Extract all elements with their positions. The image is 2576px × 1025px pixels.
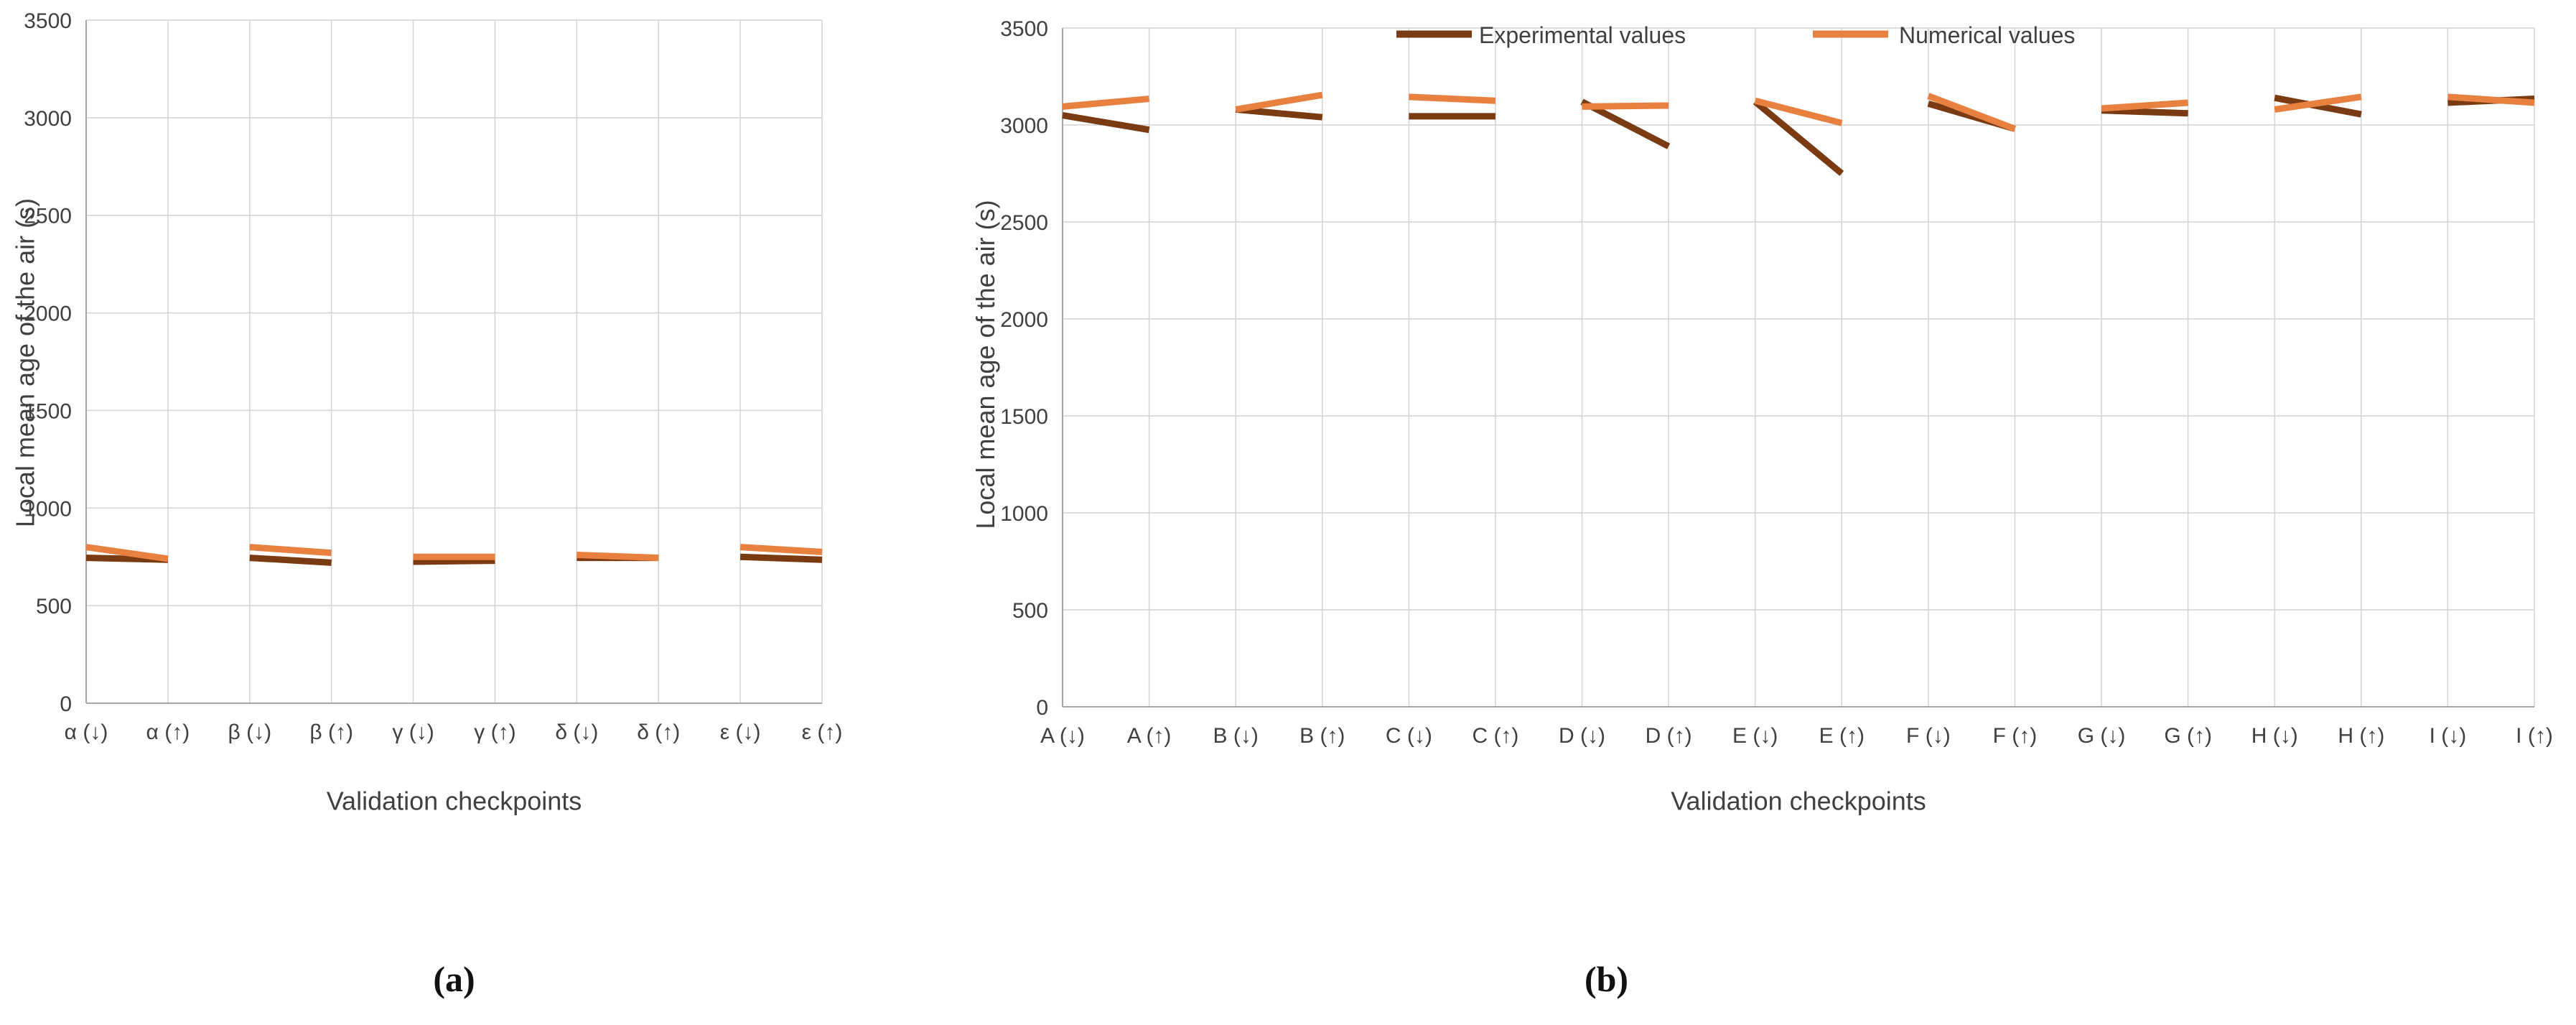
chart-b-x-tick-label: B (↑): [1299, 724, 1345, 748]
chart-a-tick-labels: 0 500 1000 1500 2000 2500 3000 3500 α (↓) α (↑) β …: [24, 9, 842, 744]
chart-b-caption: (b): [1585, 959, 1628, 999]
chart-b-y-tick-label: 1000: [1000, 502, 1048, 526]
chart-panel-a: 0 500 1000 1500 2000 2500 3000 3500 α (↓) α (↑) β …: [11, 9, 843, 999]
chart-a-experimental-segment: [249, 555, 332, 566]
chart-b-x-tick-label: D (↑): [1646, 724, 1692, 748]
chart-a-x-tick-label: α (↑): [146, 720, 190, 744]
chart-b-axes: [1062, 28, 2534, 708]
chart-b-x-axis-label: Validation checkpoints: [1671, 787, 1926, 816]
chart-a-axes: [85, 20, 822, 704]
chart-b-grid: [1062, 27, 2535, 707]
chart-a-experimental-segment: [413, 557, 495, 565]
chart-b-numerical-segment: [1754, 97, 1843, 126]
chart-b-x-tick-label: H (↑): [2338, 724, 2384, 748]
chart-a-grid: [85, 19, 823, 703]
chart-b-numerical-segment: [2274, 93, 2362, 113]
legend-label-experimental: Experimental values: [1479, 22, 1686, 48]
chart-b-x-tick-label: E (↓): [1732, 724, 1778, 748]
chart-a-numerical-segment: [739, 544, 823, 555]
chart-b-numerical-segment: [1409, 93, 1496, 104]
chart-a-numerical-segment: [249, 544, 332, 557]
chart-b-x-tick-label: G (↑): [2164, 724, 2212, 748]
chart-a-x-tick-label: ε (↓): [720, 720, 761, 744]
chart-a-series: [85, 544, 823, 566]
chart-panel-b: 0 500 1000 1500 2000 2500 3000 3500 A (↓) A (↑) B …: [971, 17, 2553, 999]
chart-a-y-tick-label: 3500: [24, 9, 72, 33]
chart-a-x-tick-label: α (↓): [65, 720, 108, 744]
chart-b-experimental-segment: [1062, 112, 1150, 134]
chart-a-x-tick-label: γ (↑): [474, 720, 515, 744]
chart-b-experimental-segment: [1753, 99, 1844, 176]
chart-b-x-tick-label: D (↓): [1559, 724, 1605, 748]
chart-b-x-tick-label: H (↓): [2251, 724, 2298, 748]
chart-b-x-tick-label: B (↓): [1213, 724, 1259, 748]
chart-b-x-tick-label: C (↓): [1386, 724, 1432, 748]
chart-b-y-axis-label: Local mean age of the air (s): [971, 200, 1000, 529]
chart-b-experimental-segment: [2101, 107, 2188, 117]
chart-a-x-tick-label: δ (↑): [637, 720, 680, 744]
chart-a-y-tick-label: 3000: [24, 107, 72, 131]
chart-b-numerical-segment: [2447, 93, 2535, 106]
chart-b-experimental-segment: [1235, 106, 1323, 121]
chart-b-x-tick-label: G (↓): [2078, 724, 2126, 748]
chart-b-x-tick-label: F (↑): [1993, 724, 2038, 748]
chart-a-y-tick-label: 2500: [24, 205, 72, 228]
chart-b-x-tick-label: E (↑): [1819, 724, 1865, 748]
chart-b-y-tick-label: 2000: [1000, 308, 1048, 332]
chart-a-x-tick-label: ε (↑): [802, 720, 843, 744]
chart-b-x-tick-label: A (↑): [1127, 724, 1172, 748]
chart-a-numerical-segment: [85, 544, 169, 562]
chart-b-y-tick-label: 3500: [1000, 17, 1048, 41]
chart-a-caption: (a): [433, 959, 475, 999]
chart-b-x-tick-label: F (↓): [1906, 724, 1951, 748]
chart-b-tick-labels: 0 500 1000 1500 2000 2500 3000 3500 A (↓) A (↑) B …: [1000, 17, 2553, 748]
chart-b-x-tick-label: I (↓): [2430, 724, 2467, 748]
chart-a-y-tick-label: 1500: [24, 399, 72, 423]
chart-a-y-tick-label: 2000: [24, 302, 72, 326]
chart-a-numerical-segment: [577, 552, 659, 562]
chart-b-numerical-segment: [1235, 91, 1323, 113]
chart-b-series: [1062, 91, 2535, 176]
chart-a-y-tick-label: 0: [60, 692, 72, 716]
legend-label-numerical: Numerical values: [1899, 22, 2075, 48]
chart-a-experimental-segment: [739, 553, 823, 563]
chart-b-y-tick-label: 1500: [1000, 405, 1048, 429]
chart-b-y-tick-label: 0: [1036, 696, 1048, 720]
chart-a-x-tick-label: δ (↓): [555, 720, 598, 744]
chart-a-x-axis-label: Validation checkpoints: [327, 787, 582, 816]
chart-b-y-tick-label: 3000: [1000, 114, 1048, 138]
chart-a-y-tick-label: 500: [36, 595, 72, 618]
chart-a-x-tick-label: γ (↓): [392, 720, 434, 744]
chart-b-x-tick-label: C (↑): [1472, 724, 1518, 748]
chart-b-y-tick-label: 2500: [1000, 211, 1048, 235]
chart-b-numerical-segment: [2101, 99, 2188, 112]
chart-b-x-tick-label: I (↑): [2516, 724, 2553, 748]
chart-a-x-tick-label: β (↓): [228, 720, 271, 744]
chart-a-y-tick-label: 1000: [24, 497, 72, 521]
chart-b-x-tick-label: A (↓): [1040, 724, 1085, 748]
chart-b-numerical-segment: [1062, 96, 1149, 110]
chart-b-numerical-segment: [1927, 93, 2017, 132]
chart-b-legend: Experimental values Numerical values: [1396, 22, 2075, 48]
chart-a-x-tick-label: β (↑): [309, 720, 353, 744]
chart-b-y-tick-label: 500: [1012, 599, 1048, 623]
chart-a-y-axis-label: Local mean age of the air (s): [11, 198, 40, 527]
